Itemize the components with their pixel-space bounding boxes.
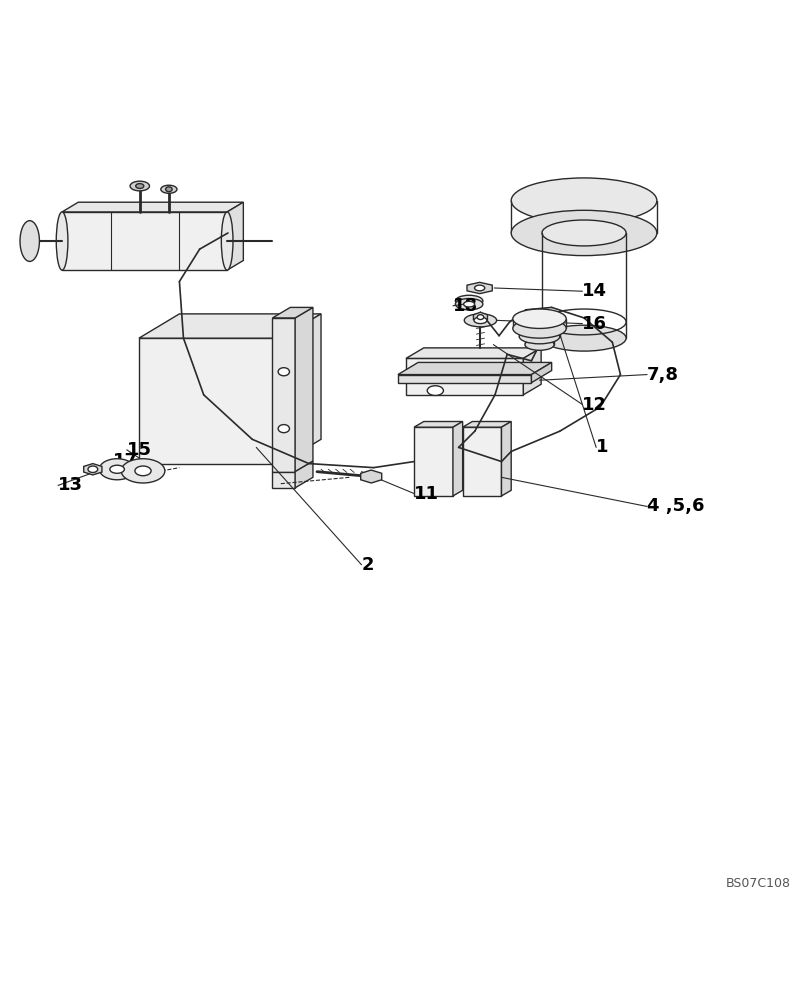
Ellipse shape: [463, 301, 474, 307]
Polygon shape: [406, 358, 523, 395]
Ellipse shape: [519, 329, 559, 344]
Ellipse shape: [511, 178, 656, 223]
Polygon shape: [281, 314, 320, 464]
Polygon shape: [84, 464, 102, 475]
Polygon shape: [294, 307, 312, 472]
Polygon shape: [414, 422, 462, 427]
Ellipse shape: [278, 368, 289, 376]
Text: 12: 12: [581, 396, 607, 414]
Polygon shape: [272, 472, 294, 488]
Polygon shape: [453, 422, 462, 496]
Ellipse shape: [161, 185, 177, 193]
Ellipse shape: [524, 339, 553, 350]
Polygon shape: [523, 348, 540, 395]
Polygon shape: [139, 314, 320, 338]
Polygon shape: [397, 362, 551, 375]
Polygon shape: [473, 312, 487, 322]
Polygon shape: [62, 212, 227, 270]
Ellipse shape: [56, 212, 68, 270]
Polygon shape: [397, 375, 530, 383]
Ellipse shape: [474, 285, 484, 291]
Ellipse shape: [165, 187, 172, 192]
Ellipse shape: [99, 459, 135, 480]
Ellipse shape: [511, 210, 656, 256]
Ellipse shape: [88, 466, 97, 472]
Ellipse shape: [513, 319, 565, 338]
Ellipse shape: [109, 465, 124, 473]
Ellipse shape: [477, 315, 483, 320]
Polygon shape: [360, 470, 381, 483]
Text: 7,8: 7,8: [646, 366, 678, 384]
Ellipse shape: [455, 295, 483, 307]
Text: 1: 1: [595, 438, 608, 456]
Ellipse shape: [524, 331, 553, 342]
Ellipse shape: [130, 181, 149, 191]
Polygon shape: [62, 202, 243, 212]
Text: 4 ,5,6: 4 ,5,6: [646, 497, 704, 515]
Polygon shape: [406, 348, 540, 358]
Ellipse shape: [519, 321, 559, 336]
Polygon shape: [462, 422, 511, 427]
Text: 15: 15: [127, 441, 152, 459]
Text: 2: 2: [361, 556, 374, 574]
Ellipse shape: [513, 309, 565, 328]
Text: 17: 17: [113, 452, 138, 470]
Polygon shape: [462, 427, 501, 496]
Text: BS07C108: BS07C108: [724, 877, 789, 890]
Ellipse shape: [455, 299, 483, 310]
Ellipse shape: [20, 221, 40, 261]
Polygon shape: [501, 422, 511, 496]
Ellipse shape: [464, 314, 496, 327]
Ellipse shape: [135, 184, 144, 188]
Ellipse shape: [278, 425, 289, 433]
Text: 11: 11: [414, 485, 439, 503]
Ellipse shape: [121, 459, 165, 483]
Polygon shape: [414, 427, 453, 496]
Polygon shape: [530, 362, 551, 383]
Text: 13: 13: [58, 476, 83, 494]
Polygon shape: [272, 307, 312, 318]
Polygon shape: [294, 461, 312, 488]
Polygon shape: [139, 338, 281, 464]
Polygon shape: [466, 282, 491, 294]
Text: 18: 18: [453, 297, 478, 315]
Ellipse shape: [427, 386, 443, 395]
Polygon shape: [227, 202, 243, 270]
Ellipse shape: [541, 325, 625, 351]
Text: 16: 16: [581, 315, 607, 333]
Ellipse shape: [541, 220, 625, 246]
Ellipse shape: [221, 212, 233, 270]
Text: 14: 14: [581, 282, 607, 300]
Ellipse shape: [135, 466, 151, 476]
Polygon shape: [272, 318, 294, 472]
Ellipse shape: [474, 317, 487, 324]
